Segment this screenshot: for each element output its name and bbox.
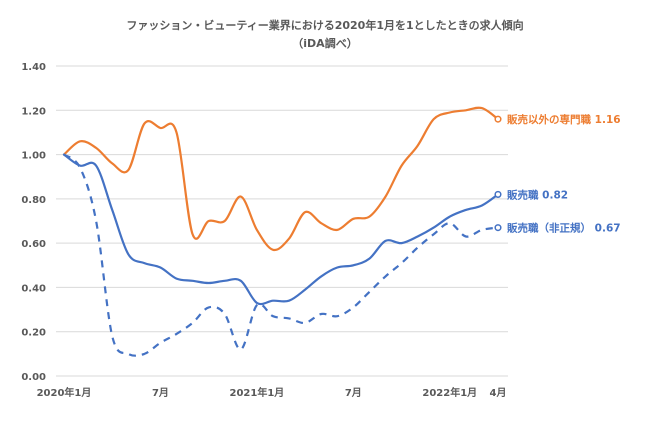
y-tick-label: 0.20: [21, 328, 46, 339]
series-end-label: 販売以外の専門職 1.16: [507, 113, 621, 126]
y-tick-label: 1.20: [21, 106, 46, 117]
x-tick-label: 7月: [345, 387, 362, 399]
series-end-marker: [494, 224, 502, 232]
series-end-label: 販売職 0.82: [507, 188, 568, 201]
chart-title: ファッション・ビューティー業界における2020年1月を1としたときの求人傾向: [126, 19, 524, 32]
y-tick-label: 1.40: [21, 62, 46, 73]
series-line-2: [63, 153, 499, 357]
x-tick-label: 2020年1月: [37, 386, 92, 399]
y-tick-label: 0.80: [21, 195, 46, 206]
x-tick-label: 7月: [152, 387, 169, 399]
x-tick-label: 2021年1月: [229, 386, 284, 399]
y-tick-label: 1.00: [21, 151, 46, 162]
series-line-0: [62, 106, 500, 252]
y-tick-label: 0.40: [21, 283, 46, 294]
y-tick-label: 0.60: [21, 239, 46, 250]
series-end-marker: [494, 190, 502, 198]
series-end-marker: [494, 115, 502, 123]
series-end-label: 販売職（非正規） 0.67: [507, 222, 621, 235]
y-tick-label: 0.00: [21, 372, 46, 383]
series-line-1: [62, 153, 500, 306]
series-end-labels: 販売以外の専門職 1.16 販売職 0.82 販売職（非正規） 0.67: [507, 113, 621, 234]
y-axis: 0.00 0.20 0.40 0.60 0.80 1.00 1.20 1.40: [21, 62, 46, 383]
x-tick-label: 4月: [490, 387, 507, 399]
chart-subtitle: （iDA調べ）: [292, 37, 358, 50]
gridlines: [56, 65, 508, 377]
x-tick-label: 2022年1月: [422, 386, 477, 399]
x-axis: 2020年1月 7月 2021年1月 7月 2022年1月 4月: [37, 386, 507, 399]
series-lines: [62, 106, 502, 357]
